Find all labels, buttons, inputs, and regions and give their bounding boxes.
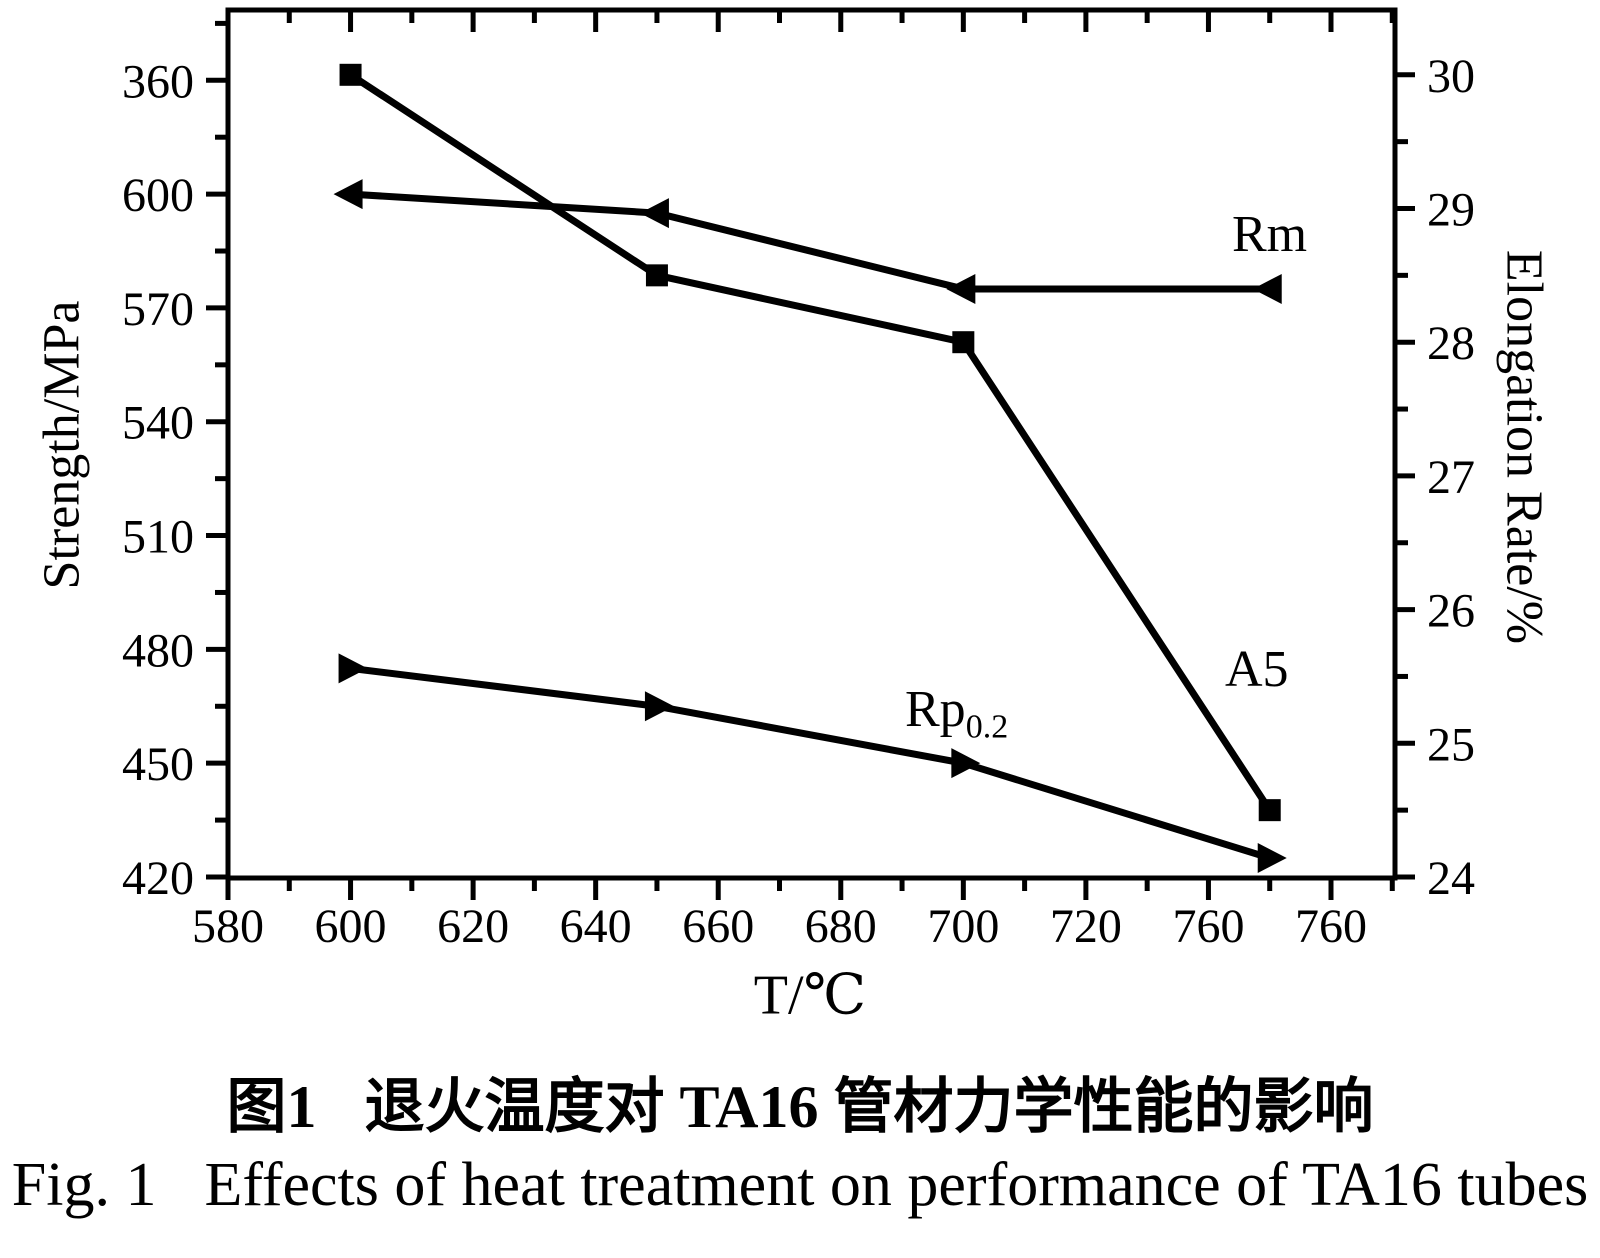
x-axis-tick-label: 680 [805,900,877,953]
x-axis-tick-label: 720 [1050,900,1122,953]
y-left-tick-label: 510 [122,511,194,564]
y-left-tick-label: 570 [122,283,194,336]
caption-english: Fig. 1 Effects of heat treatment on perfo… [12,1150,1589,1221]
marker-square-A5 [1258,799,1281,822]
series-label-a5: A5 [1225,641,1289,698]
y-right-tick-label: 27 [1427,451,1475,504]
marker-triangle-right-Rp0.2 [338,653,368,684]
series-label-rp02-main: Rp [905,681,966,738]
x-axis-tick-label: 760 [1295,900,1367,953]
y-left-tick-label: 360 [122,55,194,108]
x-axis-tick-label: 580 [192,900,264,953]
marker-square-A5 [339,63,362,86]
caption-chinese-number: 图1 [226,1074,317,1140]
series-line-Rp0.2 [350,664,1271,862]
caption-english-text: Effects of heat treatment on performance… [204,1151,1589,1219]
caption-chinese-text: 退火温度对 TA16 管材力学性能的影响 [364,1074,1374,1140]
y-right-tick-label: 29 [1427,184,1475,237]
y-right-tick-label: 25 [1427,718,1475,771]
marker-triangle-left-Rm [1252,273,1282,304]
y-left-tick-label: 480 [122,624,194,677]
marker-square-A5 [645,264,668,287]
x-axis-tick-label: 600 [315,900,387,953]
chart-plot: 580 600 620 640 660 680 700 720 760 760 420 450 480 5… [122,7,1475,953]
marker-triangle-left-Rm [946,273,976,304]
series-label-rm: Rm [1232,206,1308,263]
y-axis-title-left: Strength/MPa [33,300,91,590]
marker-square-A5 [952,331,975,354]
y-left-tick-label: 450 [122,738,194,791]
y-axis-title-right: Elongation Rate/% [1495,249,1553,645]
series-line-A5 [348,71,1273,813]
marker-triangle-left-Rm [639,198,669,229]
plot-border [225,7,1398,881]
y-right-tick-label: 28 [1427,317,1475,370]
marker-triangle-right-Rp0.2 [644,691,674,722]
caption-chinese: 图1 退火温度对 TA16 管材力学性能的影响 [227,1058,1374,1145]
y-right-tick-label: 26 [1427,585,1475,638]
y-left-tick-label: 540 [122,397,194,450]
y-left-tick-label: 420 [122,852,194,905]
marker-triangle-right-Rp0.2 [951,748,981,779]
series-label-rp02-subscript: 0.2 [965,708,1009,746]
series-label-rp02: Rp0.2 [905,680,1008,746]
marker-triangle-left-Rm [333,179,363,210]
x-axis-tick-label: 640 [560,900,632,953]
x-axis-tick-label: 760 [1172,900,1244,953]
y-right-tick-label: 24 [1427,852,1475,905]
x-axis-tick-label: 620 [437,900,509,953]
y-left-tick-label: 600 [122,169,194,222]
x-axis-tick-label: 700 [927,900,999,953]
marker-triangle-right-Rp0.2 [1257,843,1287,874]
series-line-Rm [350,190,1270,293]
caption-english-number: Fig. 1 [11,1151,157,1219]
x-axis-tick-label: 660 [682,900,754,953]
x-axis-title: T/℃ [753,964,867,1027]
y-right-tick-label: 30 [1427,50,1475,103]
